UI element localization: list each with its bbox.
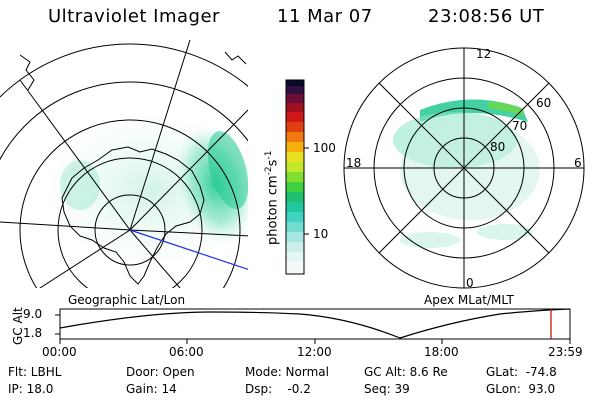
info-glat: GLat: -74.8 (486, 365, 557, 379)
mlat-label-80: 80 (490, 140, 506, 154)
time-tick-0600: 06:00 (169, 345, 204, 359)
info-dsp: Dsp: -0.2 (245, 382, 311, 396)
altitude-tick-9: 9.0 (23, 307, 43, 321)
mlt-label-0: 0 (466, 276, 474, 290)
left-map-caption: Geographic Lat/Lon (68, 293, 186, 307)
info-gc-alt: GC Alt: 8.6 Re (364, 365, 448, 379)
mlat-label-70: 70 (512, 119, 528, 133)
colorbar-tick-100: 100 (313, 141, 336, 155)
satellite-track (129, 229, 248, 270)
date-label: 11 Mar 07 (277, 6, 373, 27)
info-seq: Seq: 39 (364, 382, 410, 396)
mlt-label-6: 6 (574, 156, 582, 170)
altitude-plot (55, 308, 571, 344)
info-glon: GLon: 93.0 (486, 382, 556, 396)
mlt-label-18: 18 (346, 156, 362, 170)
coastline (61, 146, 205, 285)
right-map-caption: Apex MLat/MLT (424, 293, 514, 307)
altitude-tick-1-8: 1.8 (23, 326, 43, 340)
mlt-label-12: 12 (476, 47, 492, 61)
time-tick-1200: 12:00 (297, 345, 332, 359)
colorbar (285, 79, 309, 275)
colorbar-unit-label: photon cm-2s-1 (264, 150, 281, 245)
colorbar-tick-10: 10 (313, 227, 329, 241)
info-ip: IP: 18.0 (8, 382, 54, 396)
time-label: 23:08:56 UT (428, 6, 545, 27)
info-gain: Gain: 14 (126, 382, 177, 396)
info-door: Door: Open (126, 365, 195, 379)
magnetic-map (343, 47, 585, 289)
time-tick-0000: 00:00 (42, 345, 77, 359)
time-tick-2359: 23:59 (548, 345, 583, 359)
altitude-curve (59, 308, 571, 339)
info-filter: Flt: LBHL (8, 365, 62, 379)
app-title: Ultraviolet Imager (48, 6, 220, 27)
mlat-label-60: 60 (536, 96, 552, 110)
time-tick-1800: 18:00 (424, 345, 459, 359)
info-mode: Mode: Normal (245, 365, 329, 379)
